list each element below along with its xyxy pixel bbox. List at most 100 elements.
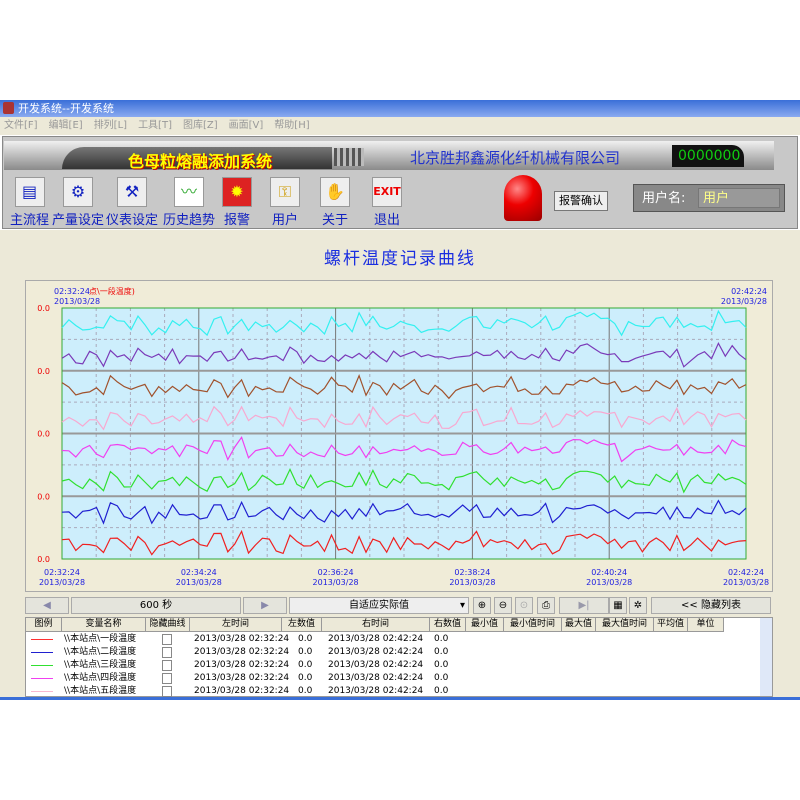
menu-view[interactable]: 画面[V] bbox=[228, 120, 264, 131]
scroll-left-button[interactable]: ◀ bbox=[25, 597, 69, 614]
cell-right-val: 0.0 bbox=[434, 660, 449, 670]
trend-chart[interactable]: 02:32:24 点\一段温度) 2013/03/28 02:42:24 201… bbox=[25, 280, 773, 592]
tool-user[interactable]: ⚿ 用户 bbox=[270, 177, 300, 228]
cell-right-time: 2013/03/28 02:42:24 bbox=[328, 686, 424, 696]
vertical-scrollbar[interactable] bbox=[760, 618, 772, 696]
tool-exit[interactable]: EXIT 退出 bbox=[372, 177, 402, 228]
tool-output-settings[interactable]: ⚙ 产量设定 bbox=[52, 177, 104, 228]
plot-border bbox=[61, 307, 747, 560]
menu-tools[interactable]: 工具[T] bbox=[138, 120, 172, 131]
zoom-in-icon[interactable]: ⊕ bbox=[473, 597, 491, 614]
cell-right-val: 0.0 bbox=[434, 686, 449, 696]
table-row[interactable]: \\本站点\五段温度 2013/03/28 02:32:24 0.0 2013/03/… bbox=[26, 685, 760, 698]
column-header[interactable]: 最大值 bbox=[562, 618, 596, 632]
zoom-reset-icon[interactable]: ⊙ bbox=[515, 597, 533, 614]
column-header[interactable]: 最小值时间 bbox=[504, 618, 562, 632]
right-date: 2013/03/28 bbox=[721, 297, 767, 306]
user-field[interactable]: 用户 bbox=[698, 188, 780, 208]
column-header[interactable]: 变量名称 bbox=[62, 618, 146, 632]
cell-right-time: 2013/03/28 02:42:24 bbox=[328, 634, 424, 644]
key-icon: ⚿ bbox=[270, 177, 300, 207]
hide-curve-checkbox[interactable] bbox=[162, 686, 172, 697]
tool-history-trend[interactable]: 〰历史趋势 bbox=[163, 177, 215, 228]
cell-left-time: 2013/03/28 02:32:24 bbox=[194, 686, 290, 696]
handshake-icon: ✋ bbox=[320, 177, 350, 207]
zoom-out-icon[interactable]: ⊖ bbox=[494, 597, 512, 614]
x-tick-time: 02:40:24 bbox=[591, 568, 627, 577]
cell-name: \\本站点\一段温度 bbox=[64, 634, 137, 644]
column-header[interactable]: 单位 bbox=[688, 618, 724, 632]
menu-arrange[interactable]: 排列[L] bbox=[93, 120, 128, 131]
tool-label: 退出 bbox=[373, 213, 400, 228]
alarm-burst-icon: ✹ bbox=[222, 177, 252, 207]
chart-toolbar: ◀ 600 秒 ▶ 自适应实际值 ▾ ⊕ ⊖ ⊙ ⎙ ▶| ▦ ✲ << 隐藏列表 bbox=[25, 597, 773, 615]
variable-table: 图例 变量名称 隐藏曲线 左时间 左数值 右时间 右数值 最小值 最小值时间 最大值 最大值时间 平均… bbox=[25, 617, 773, 697]
x-tick-time: 02:42:24 bbox=[728, 568, 764, 577]
hide-curve-checkbox[interactable] bbox=[162, 634, 172, 645]
cell-left-val: 0.0 bbox=[298, 673, 313, 683]
table-row[interactable]: \\本站点\一段温度 2013/03/28 02:32:24 0.0 2013/03/… bbox=[26, 633, 760, 646]
column-header[interactable]: 最大值时间 bbox=[596, 618, 654, 632]
x-tick-time: 02:36:24 bbox=[318, 568, 354, 577]
y-tick-label: 0.0 bbox=[37, 555, 50, 564]
y-tick-label: 0.0 bbox=[37, 367, 50, 376]
trend-chart-svg[interactable]: 02:32:24 点\一段温度) 2013/03/28 02:42:24 201… bbox=[26, 281, 774, 593]
menu-help[interactable]: 帮助[H] bbox=[274, 120, 310, 131]
menu-edit[interactable]: 编辑[E] bbox=[48, 120, 83, 131]
tool-about[interactable]: ✋ 关于 bbox=[320, 177, 350, 228]
tool-label: 仪表设定 bbox=[106, 213, 159, 228]
menu-gallery[interactable]: 图库[Z] bbox=[182, 120, 218, 131]
column-header[interactable]: 左数值 bbox=[282, 618, 322, 632]
flowchart-icon: ▤ bbox=[14, 177, 45, 207]
hide-curve-checkbox[interactable] bbox=[162, 647, 172, 658]
export-icon[interactable]: ▦ bbox=[609, 597, 627, 614]
x-tick-time: 02:32:24 bbox=[44, 568, 80, 577]
hide-curve-checkbox[interactable] bbox=[162, 660, 172, 671]
table-row[interactable]: \\本站点\三段温度 2013/03/28 02:32:24 0.0 2013/03/… bbox=[26, 659, 760, 672]
table-row[interactable]: \\本站点\二段温度 2013/03/28 02:32:24 0.0 2013/03/… bbox=[26, 646, 760, 659]
column-header[interactable]: 右时间 bbox=[322, 618, 430, 632]
tool-label: 报警 bbox=[223, 213, 250, 228]
cell-left-time: 2013/03/28 02:32:24 bbox=[194, 673, 290, 683]
hide-curve-checkbox[interactable] bbox=[162, 673, 172, 684]
cursor-date: 2013/03/28 bbox=[54, 297, 100, 306]
system-title: 色母粒熔融添加系统 bbox=[128, 152, 273, 171]
column-header[interactable]: 平均值 bbox=[654, 618, 688, 632]
legend-swatch bbox=[31, 678, 53, 679]
scroll-right-button[interactable]: ▶ bbox=[243, 597, 287, 614]
legend-swatch bbox=[31, 665, 53, 666]
column-header[interactable]: 图例 bbox=[26, 618, 62, 632]
time-span-field[interactable]: 600 秒 bbox=[71, 597, 241, 614]
scale-mode-select[interactable]: 自适应实际值 ▾ bbox=[289, 597, 469, 614]
x-tick-date: 2013/03/28 bbox=[586, 578, 632, 587]
series-line-1 bbox=[61, 309, 747, 337]
cell-right-val: 0.0 bbox=[434, 673, 449, 683]
legend-swatch bbox=[31, 691, 53, 692]
series-line-4 bbox=[61, 405, 747, 431]
y-tick-label: 0.0 bbox=[37, 304, 50, 313]
counter-display: 0000000 bbox=[672, 145, 744, 167]
tool-main-flow[interactable]: ▤ 主流程 bbox=[10, 177, 49, 228]
cell-left-time: 2013/03/28 02:32:24 bbox=[194, 634, 290, 644]
menu-file[interactable]: 文件[F] bbox=[4, 120, 38, 131]
machine-icon: ⚙ bbox=[63, 177, 93, 207]
play-end-icon[interactable]: ▶| bbox=[559, 597, 609, 614]
column-header[interactable]: 隐藏曲线 bbox=[146, 618, 190, 632]
cursor-label: 点\一段温度) bbox=[89, 286, 135, 296]
settings-icon[interactable]: ✲ bbox=[629, 597, 647, 614]
tool-instrument-settings[interactable]: ⚒ 仪表设定 bbox=[106, 177, 158, 228]
table-row[interactable]: \\本站点\四段温度 2013/03/28 02:32:24 0.0 2013/03/… bbox=[26, 672, 760, 685]
tool-label: 关于 bbox=[321, 213, 348, 228]
print-icon[interactable]: ⎙ bbox=[537, 597, 555, 614]
tool-alarm[interactable]: ✹ 报警 bbox=[222, 177, 252, 228]
column-header[interactable]: 右数值 bbox=[430, 618, 466, 632]
hide-list-button[interactable]: << 隐藏列表 bbox=[651, 597, 771, 614]
alarm-ack-button[interactable]: 报警确认 bbox=[554, 191, 608, 211]
exit-icon: EXIT bbox=[372, 177, 402, 207]
right-time: 02:42:24 bbox=[731, 287, 767, 296]
column-header[interactable]: 左时间 bbox=[190, 618, 282, 632]
scale-mode-value: 自适应实际值 bbox=[349, 600, 409, 611]
cell-left-time: 2013/03/28 02:32:24 bbox=[194, 647, 290, 657]
cell-name: \\本站点\四段温度 bbox=[64, 673, 137, 683]
column-header[interactable]: 最小值 bbox=[466, 618, 504, 632]
